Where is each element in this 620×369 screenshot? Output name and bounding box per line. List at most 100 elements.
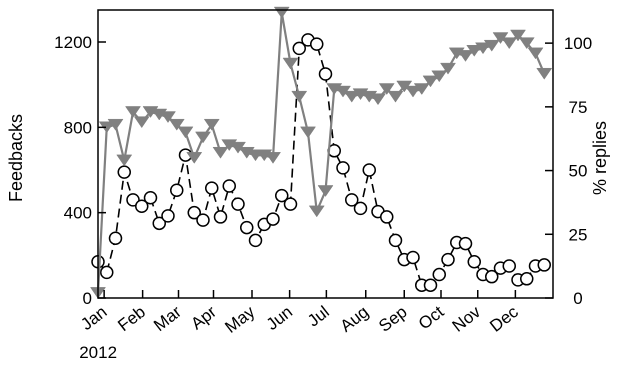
- series-1-point: [160, 111, 176, 123]
- series-0-point: [108, 231, 123, 246]
- series-0-point: [423, 278, 438, 292]
- series-1-point: [387, 90, 404, 103]
- series-0-point: [502, 259, 516, 273]
- left-axis: 0 400 800 1200: [54, 33, 106, 308]
- series-0-point: [135, 199, 149, 214]
- right-tick-label: 50: [569, 162, 588, 181]
- plot-frame: [97, 9, 554, 299]
- series-1-point: [186, 152, 203, 164]
- series-1-point: [440, 62, 456, 75]
- series-0-point: [222, 179, 236, 193]
- series-0-point: [283, 197, 298, 211]
- series-0-point: [100, 265, 114, 280]
- series-1-point: [518, 37, 535, 50]
- series-0-point: [170, 183, 184, 198]
- series-0-point: [187, 205, 201, 220]
- series-0-point: [458, 236, 473, 251]
- series-0-point: [406, 250, 420, 265]
- series-0-point: [520, 272, 534, 286]
- series-1-point: [273, 6, 290, 19]
- series-0-point: [362, 163, 376, 177]
- series-1-point: [317, 185, 334, 197]
- right-tick-label: 25: [569, 225, 588, 244]
- series-0-point: [441, 252, 455, 267]
- x-tick-label: Aug: [337, 302, 373, 336]
- left-tick-label: 1200: [54, 33, 92, 52]
- right-axis: 0 25 50 75 100: [545, 34, 592, 308]
- series-1-point: [475, 42, 491, 55]
- x-year-label: 2012: [79, 343, 117, 362]
- x-tick-label: Jun: [263, 302, 296, 334]
- x-tick-label: Dec: [486, 302, 522, 336]
- right-tick-label: 0: [573, 289, 582, 308]
- series-1-point: [125, 106, 141, 118]
- series-1-point: [370, 93, 386, 106]
- left-tick-label: 0: [83, 289, 92, 308]
- series-0-point: [231, 197, 245, 211]
- series-1-point: [177, 126, 194, 139]
- series-0-point: [467, 254, 481, 269]
- series-0-point: [345, 193, 359, 207]
- series-1-point: [300, 126, 316, 139]
- series-1-point: [378, 83, 395, 95]
- series-line-1: [96, 11, 546, 293]
- series-0-point: [380, 210, 394, 224]
- series-1-point: [536, 67, 553, 80]
- x-tick-label: May: [221, 302, 258, 337]
- series-1-point: [422, 75, 439, 88]
- series-0-point: [336, 161, 350, 175]
- series-1-point: [203, 118, 220, 131]
- series-0-point: [240, 220, 254, 235]
- series-1-point: [195, 131, 211, 144]
- series-0-point: [248, 233, 263, 248]
- series-1-point: [457, 50, 474, 62]
- left-tick-label: 800: [64, 118, 92, 137]
- right-tick-label: 100: [564, 34, 592, 53]
- series-1-point: [405, 85, 421, 98]
- series-1-point: [510, 29, 526, 42]
- series-1-point: [282, 57, 299, 70]
- series-0-point: [196, 213, 210, 227]
- series-0-point: [318, 67, 333, 81]
- series-1-point: [133, 116, 150, 129]
- series-0-point: [292, 41, 306, 56]
- left-axis-title: Feedbacks: [6, 114, 26, 202]
- x-tick-label: Mar: [150, 302, 185, 335]
- series-0-point: [537, 258, 551, 272]
- right-tick-label: 75: [569, 98, 588, 117]
- series-0-point: [310, 37, 324, 51]
- series-0-point: [161, 209, 175, 223]
- series-0-point: [213, 210, 228, 224]
- series-1-point: [413, 83, 430, 95]
- series-0-point: [266, 212, 280, 226]
- series-0-point: [152, 216, 166, 231]
- x-tick-label: Jul: [304, 302, 333, 330]
- series-0-point: [117, 165, 131, 179]
- right-axis-title: % replies: [590, 121, 610, 195]
- series-1-point: [291, 90, 308, 103]
- series-1-point: [265, 152, 281, 164]
- x-tick-label: Nov: [449, 302, 485, 336]
- series-1-point: [116, 154, 133, 167]
- series-1-point: [308, 205, 325, 218]
- series-0-point: [388, 233, 403, 248]
- series-1-point: [527, 47, 544, 60]
- series-1-point: [501, 37, 518, 50]
- series-0-point: [432, 267, 446, 282]
- series-0-point: [485, 269, 499, 284]
- series-layer: [90, 6, 553, 299]
- x-tick-label: Oct: [415, 302, 448, 333]
- series-1-point: [168, 118, 185, 131]
- x-tick-label: Sep: [375, 302, 411, 336]
- left-tick-label: 400: [64, 204, 92, 223]
- series-1-point: [431, 70, 448, 83]
- series-1-point: [466, 45, 483, 57]
- series-0-point: [275, 188, 289, 203]
- series-1-point: [483, 39, 500, 52]
- x-tick-label: Feb: [114, 302, 149, 335]
- series-1-point: [212, 146, 229, 159]
- series-0-point: [143, 190, 158, 205]
- series-line-0: [97, 39, 545, 287]
